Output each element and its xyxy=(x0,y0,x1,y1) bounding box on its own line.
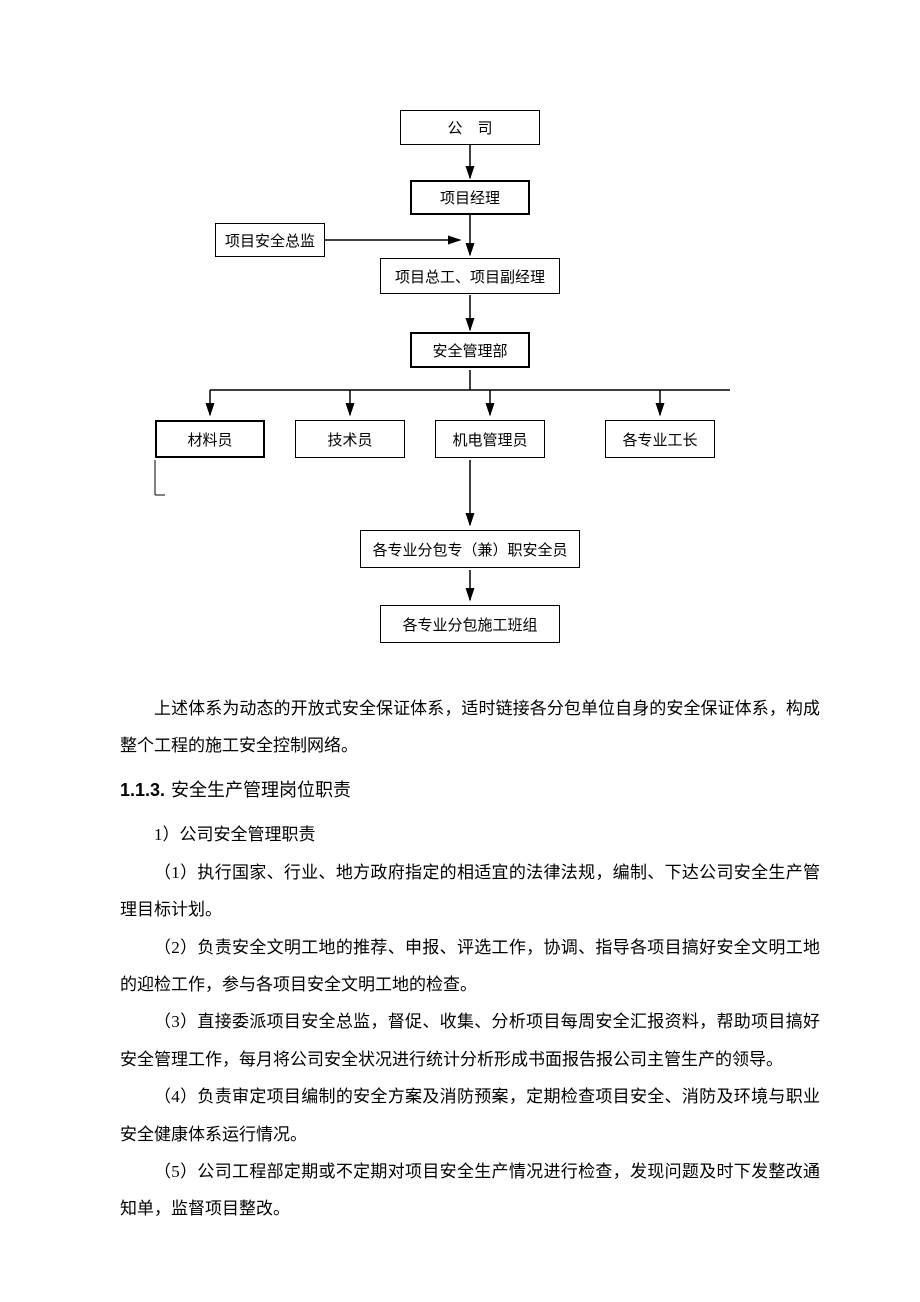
node-foreman: 各专业工长 xyxy=(605,420,715,458)
node-foreman-label: 各专业工长 xyxy=(622,429,697,450)
org-flowchart: 公 司 项目经理 项目安全总监 项目总工、项目副经理 安全管理部 材料员 技术员… xyxy=(120,100,820,660)
node-technician: 技术员 xyxy=(295,420,405,458)
paragraph-5: （5）公司工程部定期或不定期对项目安全生产情况进行检查，发现问题及时下发整改通知… xyxy=(120,1153,820,1228)
node-project-manager-label: 项目经理 xyxy=(440,187,500,208)
paragraph-1: （1）执行国家、行业、地方政府指定的相适宜的法律法规，编制、下达公司安全生产管理… xyxy=(120,854,820,929)
node-construction-team-label: 各专业分包施工班组 xyxy=(402,614,537,635)
section-heading: 1.1.3. 安全生产管理岗位职责 xyxy=(120,771,820,811)
node-subcontract-safety-label: 各专业分包专（兼）职安全员 xyxy=(372,539,567,560)
node-technician-label: 技术员 xyxy=(327,429,372,450)
node-material: 材料员 xyxy=(155,420,265,458)
node-safety-director-label: 项目安全总监 xyxy=(225,230,315,251)
node-material-label: 材料员 xyxy=(187,429,232,450)
sub-heading-1: 1）公司安全管理职责 xyxy=(120,816,820,853)
node-subcontract-safety: 各专业分包专（兼）职安全员 xyxy=(360,530,580,568)
node-company-label: 公 司 xyxy=(447,117,492,138)
paragraph-2: （2）负责安全文明工地的推荐、申报、评选工作，协调、指导各项目搞好安全文明工地的… xyxy=(120,929,820,1004)
node-safety-dept-label: 安全管理部 xyxy=(432,340,507,361)
intro-text: 上述体系为动态的开放式安全保证体系，适时链接各分包单位自身的安全保证体系，构成整… xyxy=(120,690,820,765)
node-company: 公 司 xyxy=(400,110,540,145)
node-electromech-label: 机电管理员 xyxy=(452,429,527,450)
paragraph-4: （4）负责审定项目编制的安全方案及消防预案，定期检查项目安全、消防及环境与职业安… xyxy=(120,1078,820,1153)
document-page: 公 司 项目经理 项目安全总监 项目总工、项目副经理 安全管理部 材料员 技术员… xyxy=(0,0,920,1288)
node-electromech: 机电管理员 xyxy=(435,420,545,458)
paragraph-3: （3）直接委派项目安全总监，督促、收集、分析项目每周安全汇报资料，帮助项目搞好安… xyxy=(120,1003,820,1078)
section-title: 安全生产管理岗位职责 xyxy=(171,780,351,800)
node-deputy-label: 项目总工、项目副经理 xyxy=(395,266,545,287)
node-safety-director: 项目安全总监 xyxy=(215,223,325,257)
section-number: 1.1.3. xyxy=(120,780,165,800)
node-construction-team: 各专业分包施工班组 xyxy=(380,605,560,643)
node-safety-dept: 安全管理部 xyxy=(410,332,530,368)
node-deputy: 项目总工、项目副经理 xyxy=(380,258,560,294)
body-content: 1）公司安全管理职责 （1）执行国家、行业、地方政府指定的相适宜的法律法规，编制… xyxy=(120,816,820,1227)
intro-paragraph: 上述体系为动态的开放式安全保证体系，适时链接各分包单位自身的安全保证体系，构成整… xyxy=(120,690,820,765)
node-project-manager: 项目经理 xyxy=(410,180,530,215)
